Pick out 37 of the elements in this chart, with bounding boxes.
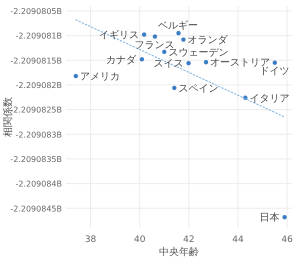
annotation: アメリカ	[80, 72, 120, 83]
x-tick-label: 42	[183, 235, 195, 245]
annotation: イギリス	[99, 29, 140, 42]
annotation: イタリア	[249, 93, 290, 104]
point	[140, 57, 144, 62]
point	[186, 61, 191, 66]
point	[176, 30, 181, 36]
annotation: ベルギー	[158, 20, 198, 32]
annotation: スペイン	[178, 83, 218, 94]
x-tick-label: 38	[84, 235, 97, 245]
point	[172, 86, 177, 90]
y-tick-label: -2.209083B	[15, 130, 62, 140]
y-tick-label: -2.209084B	[15, 180, 62, 189]
x-tick-label: 46	[281, 235, 294, 245]
annotation: スイス	[154, 58, 184, 70]
annotation: カナダ	[106, 54, 137, 66]
annotation: 日本	[260, 212, 280, 224]
point	[204, 60, 208, 64]
point	[74, 74, 78, 78]
y-tick-label: -2.2090835B	[10, 154, 62, 164]
point	[282, 214, 287, 220]
point	[152, 34, 158, 39]
point	[162, 50, 166, 54]
annotation: ドイツ	[259, 66, 290, 78]
y-tick-label: -2.2090805B	[10, 6, 62, 16]
annotation: オランダ	[187, 34, 228, 46]
y-tick-label: -2.209082B	[15, 80, 62, 90]
x-tick-label: 44	[232, 235, 244, 245]
y-tick-label: -2.2090815B	[10, 56, 62, 66]
point	[142, 32, 146, 37]
y-tick-label: -2.2090845B	[10, 204, 62, 214]
x-axis-title: 中央年齢	[159, 246, 199, 258]
y-tick-label: -2.209081B	[15, 32, 62, 41]
point	[272, 60, 278, 65]
point	[181, 37, 186, 42]
x-tick-label: 40	[134, 235, 146, 245]
annotation: スウェーデン	[168, 47, 228, 58]
